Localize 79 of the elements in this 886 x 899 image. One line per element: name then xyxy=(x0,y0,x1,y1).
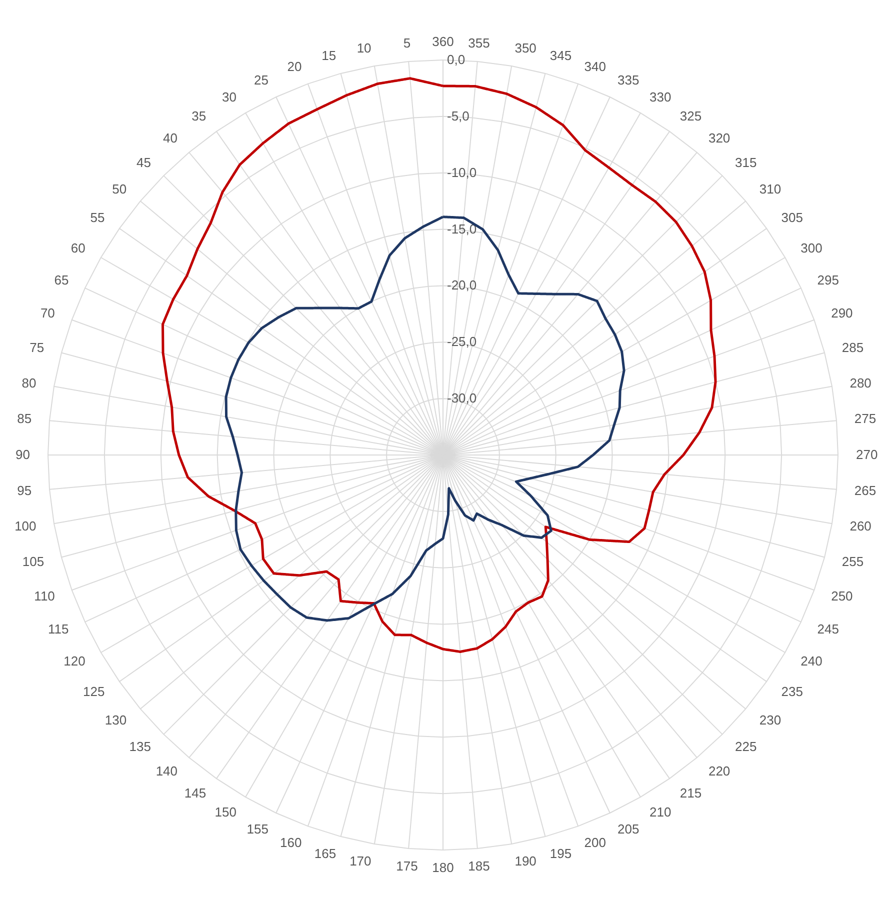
spoke-label: 45 xyxy=(136,154,151,170)
spoke-label: 345 xyxy=(550,48,572,64)
spoke-label: 50 xyxy=(112,182,127,197)
spoke-label: 85 xyxy=(17,411,32,426)
spoke-label: 70 xyxy=(40,306,55,321)
spoke-label: 30 xyxy=(222,89,236,104)
spoke-label: 110 xyxy=(34,588,55,604)
spoke-label: 180 xyxy=(432,860,454,875)
spoke-label: 140 xyxy=(156,763,178,778)
spoke-label: 275 xyxy=(854,411,876,426)
spoke-label: 100 xyxy=(14,518,36,534)
spoke-label: 320 xyxy=(708,130,730,146)
spoke-label: 360 xyxy=(432,34,454,49)
spoke-label: 290 xyxy=(831,306,853,321)
spoke-label: 40 xyxy=(163,130,178,146)
y-tick-label: -25,0 xyxy=(447,334,477,350)
spoke-label: 65 xyxy=(54,272,69,288)
y-tick-label: -15,0 xyxy=(447,221,477,236)
spoke-label: 195 xyxy=(550,846,572,861)
spoke-label: 55 xyxy=(90,210,105,226)
spoke-label: 10 xyxy=(356,40,372,56)
spoke-label: 255 xyxy=(842,554,864,569)
spoke-label: 135 xyxy=(129,739,151,754)
spoke-label: 75 xyxy=(30,340,44,356)
spoke-label: 230 xyxy=(759,712,782,728)
y-tick-label: -5,0 xyxy=(447,108,470,124)
spoke-label: 160 xyxy=(280,835,302,850)
spoke-label: 35 xyxy=(192,108,206,124)
y-tick-label: -30,0 xyxy=(447,390,477,406)
spoke-label: 205 xyxy=(618,821,640,836)
spoke-label: 300 xyxy=(800,240,822,256)
spoke-label: 155 xyxy=(246,821,268,836)
spoke-label: 295 xyxy=(817,272,840,288)
spoke-label: 355 xyxy=(468,36,490,51)
spoke-label: 240 xyxy=(800,654,822,668)
spoke-label: 225 xyxy=(735,739,757,754)
spoke-label: 5 xyxy=(403,36,411,51)
y-tick-label: -10,0 xyxy=(447,164,477,180)
spoke-label: 175 xyxy=(396,858,418,874)
spoke-label: 330 xyxy=(650,89,672,104)
spoke-label: 60 xyxy=(70,240,86,256)
spoke-label: 280 xyxy=(850,375,872,390)
spoke-label: 165 xyxy=(314,846,336,861)
spoke-label: 210 xyxy=(650,804,672,820)
spoke-label: 25 xyxy=(254,72,268,88)
spoke-label: 15 xyxy=(322,48,336,64)
spoke-label: 325 xyxy=(680,108,702,124)
spoke-label: 305 xyxy=(781,210,804,226)
spoke-label: 105 xyxy=(22,554,44,569)
spoke-label: 245 xyxy=(817,622,840,637)
spoke-label: 185 xyxy=(468,858,490,874)
spoke-label: 20 xyxy=(287,58,302,74)
y-tick-label: 0,0 xyxy=(447,52,466,67)
spoke-label: 170 xyxy=(350,854,372,869)
spoke-label: 310 xyxy=(759,182,782,197)
spoke-label: 270 xyxy=(856,447,878,462)
spoke-label: 130 xyxy=(104,712,127,728)
spoke-label: 125 xyxy=(82,684,105,699)
spoke-label: 120 xyxy=(64,654,86,668)
spoke-label: 215 xyxy=(680,785,702,800)
y-tick-label: -20,0 xyxy=(447,278,477,293)
spoke-label: 350 xyxy=(514,40,536,56)
spoke-label: 200 xyxy=(584,835,606,850)
spoke-label: 260 xyxy=(850,518,872,534)
spoke-label: 315 xyxy=(735,154,757,170)
spoke-label: 285 xyxy=(842,340,864,356)
spoke-label: 250 xyxy=(831,588,853,604)
spoke-label: 95 xyxy=(17,482,32,498)
spoke-label: 115 xyxy=(48,622,69,637)
spoke-label: 190 xyxy=(514,854,536,869)
spoke-label: 235 xyxy=(781,684,804,699)
spoke-label: 90 xyxy=(16,447,30,462)
spoke-label: 265 xyxy=(854,482,876,498)
spoke-label: 220 xyxy=(708,763,730,778)
spoke-label: 80 xyxy=(22,375,36,390)
spoke-label: 145 xyxy=(184,785,206,800)
spoke-label: 335 xyxy=(618,72,640,88)
spoke-label: 150 xyxy=(214,804,236,820)
spoke-label: 340 xyxy=(584,58,606,74)
